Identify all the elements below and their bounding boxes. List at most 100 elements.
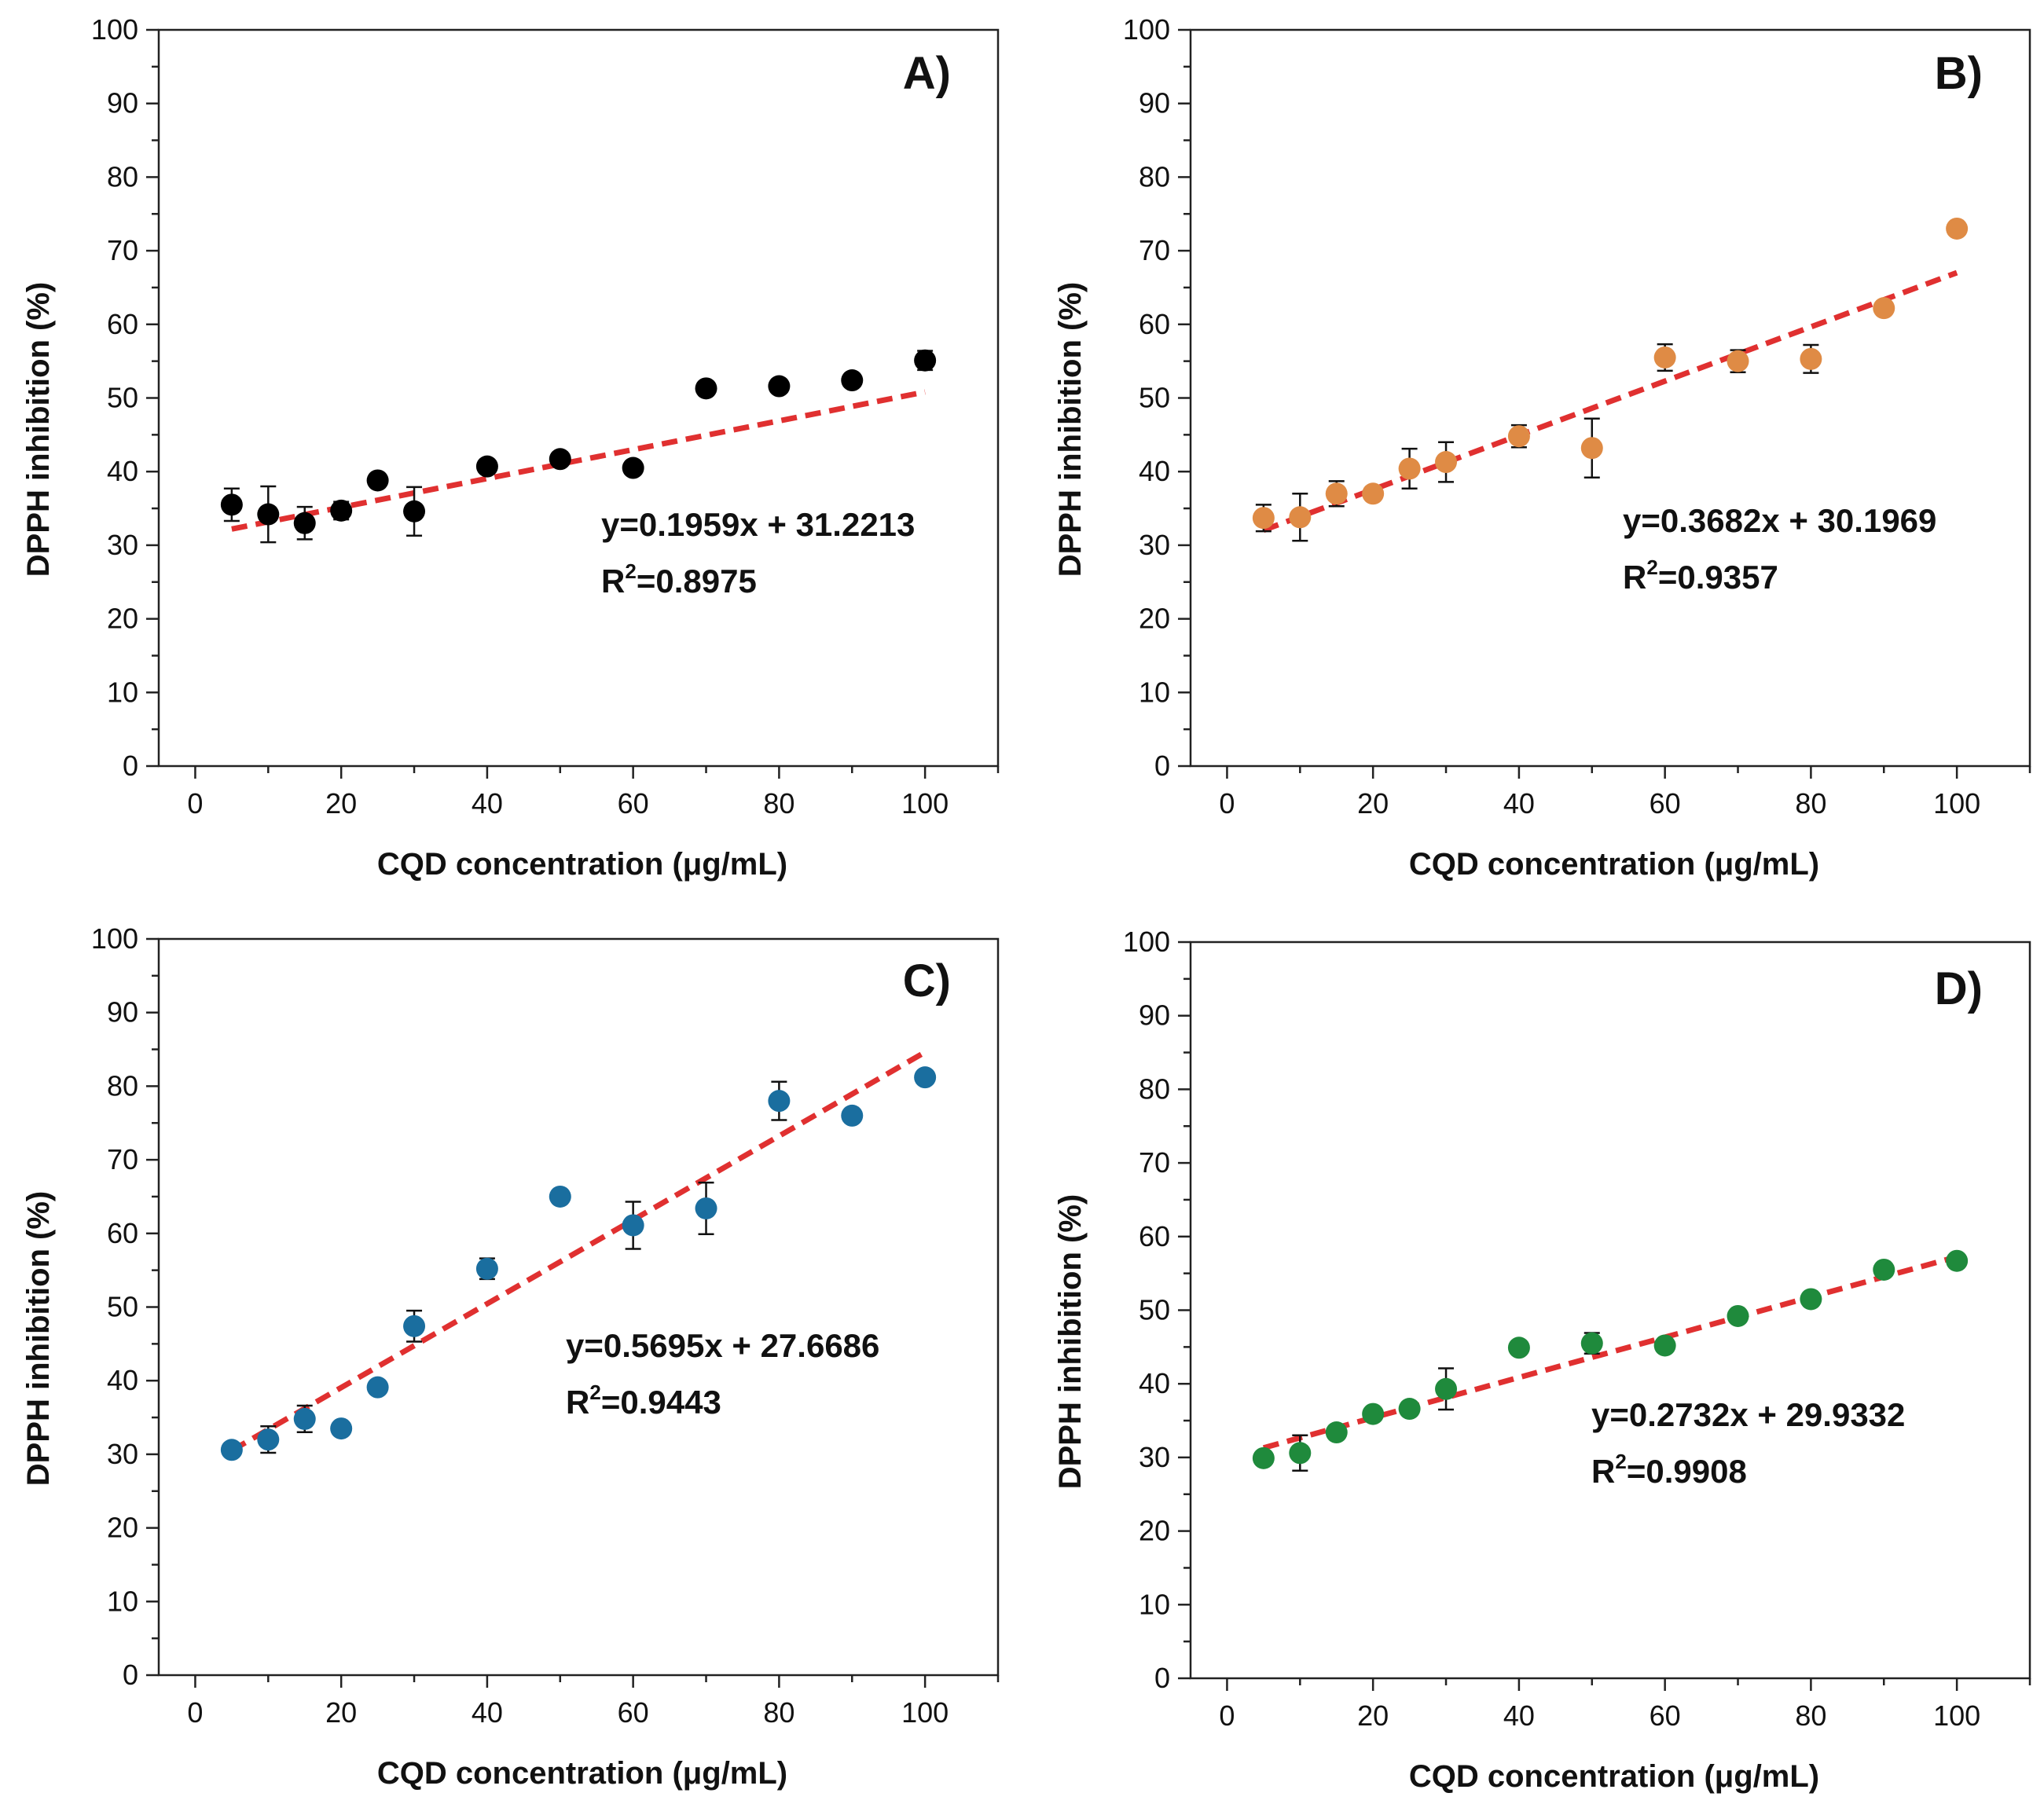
y-tick-label: 70 [1139,234,1170,266]
y-tick-label: 80 [107,160,138,192]
data-point [695,377,717,400]
x-axis-title: CQD concentration (μg/mL) [1409,1759,1819,1794]
y-tick-label: 30 [1139,529,1170,561]
x-tick-label: 20 [1357,1700,1389,1732]
x-tick-label: 40 [1503,1700,1535,1732]
panel-4: 0 10 20 30 40 50 60 70 80 90 100 0 20 40 60 80 100 CQD co… [1053,926,2031,1794]
data-point [914,349,937,372]
data-point [1507,425,1530,448]
data-point [403,1314,426,1337]
data-point [1800,1288,1822,1311]
y-tick-label: 80 [107,1069,138,1102]
fit-equation: y=0.2732x + 29.9332 [1591,1396,1905,1433]
x-tick-label: 0 [1219,787,1235,820]
y-tick-label: 100 [91,922,138,955]
y-tick-label: 0 [1154,1662,1170,1694]
data-point [293,512,316,534]
x-axis-title: CQD concentration (μg/mL) [377,1756,787,1791]
x-tick-label: 80 [763,787,794,820]
y-tick-label: 50 [107,382,138,414]
y-tick-label: 50 [1139,1294,1170,1326]
plot-frame [1189,940,2031,1680]
x-tick-label: 40 [472,1696,503,1729]
data-point [366,469,389,492]
data-point [475,455,498,478]
r-squared-value: =0.8975 [637,563,757,600]
y-tick-label: 30 [107,1438,138,1470]
x-tick-label: 100 [1933,787,1980,820]
x-tick-label: 60 [1650,787,1681,820]
data-point [366,1376,389,1399]
y-tick-label: 10 [107,676,138,708]
fit-equation: y=0.3682x + 30.1969 [1623,502,1936,539]
x-tick-label: 0 [1219,1700,1235,1732]
data-point [1653,346,1676,368]
data-point [1507,1336,1530,1359]
y-tick-label: 90 [107,87,138,119]
data-point [1398,1398,1421,1421]
data-point [695,1197,717,1219]
data-point [1946,217,1969,240]
panel-label: B) [1935,48,1983,99]
y-tick-label: 30 [107,529,138,561]
data-point [1946,1249,1969,1272]
y-tick-label: 100 [1123,13,1170,46]
x-tick-label: 0 [187,1696,203,1729]
x-axis: 0 20 40 60 80 100 [187,766,1000,820]
y-axis: 0 10 20 30 40 50 60 70 80 90 100 [91,13,159,782]
data-point [330,1417,353,1440]
x-tick-label: 80 [1795,787,1826,820]
y-tick-label: 0 [123,750,138,782]
x-tick-label: 60 [618,1696,649,1729]
y-tick-label: 80 [1139,160,1170,192]
y-tick-label: 50 [1139,382,1170,414]
data-point [220,493,243,516]
y-tick-label: 60 [1139,308,1170,340]
x-tick-label: 80 [1795,1700,1826,1732]
data-series [1252,217,1969,542]
x-tick-label: 80 [763,1696,794,1729]
data-point [1435,451,1458,474]
y-tick-label: 70 [1139,1146,1170,1179]
plot-frame [157,28,1000,768]
data-point [257,1428,280,1451]
data-point [622,1214,644,1237]
y-tick-label: 20 [1139,603,1170,635]
data-point [1800,347,1822,370]
fit-line [230,1050,927,1454]
data-point [1289,506,1312,529]
r-squared: R2=0.9908 [1591,1450,1747,1490]
y-tick-label: 10 [107,1585,138,1617]
y-tick-label: 90 [107,996,138,1028]
data-point [220,1439,243,1461]
x-axis-title: CQD concentration (μg/mL) [1409,847,1819,882]
data-point [293,1407,316,1430]
y-tick-label: 10 [1139,676,1170,708]
r-squared-symbol: R [1591,1453,1615,1490]
y-tick-label: 70 [107,1143,138,1175]
x-tick-label: 20 [1357,787,1389,820]
data-point [1580,437,1603,460]
x-tick-label: 100 [1933,1700,1980,1732]
r-squared-exponent: 2 [589,1380,600,1404]
x-tick-label: 60 [618,787,649,820]
x-axis-title: CQD concentration (μg/mL) [377,847,787,882]
y-axis-title: DPPH inhibition (%) [21,1191,56,1487]
data-point [768,1090,791,1113]
y-tick-label: 40 [1139,455,1170,487]
r-squared-symbol: R [601,563,625,600]
r-squared: R2=0.8975 [601,559,757,600]
data-point [914,1066,937,1089]
panel-1: 0 10 20 30 40 50 60 70 80 90 100 0 20 40 60 80 100 CQD co… [21,13,1000,882]
data-point [1252,1446,1275,1469]
y-tick-label: 60 [107,1217,138,1249]
panel-3: 0 10 20 30 40 50 60 70 80 90 100 0 20 40 60 80 100 CQD co… [21,922,1000,1791]
data-point [1325,1421,1348,1444]
panel-2: 0 10 20 30 40 50 60 70 80 90 100 0 20 40 60 80 100 CQD co… [1053,13,2031,882]
data-point [622,456,644,479]
y-tick-label: 90 [1139,999,1170,1032]
data-point [257,503,280,526]
fit-equation: y=0.5695x + 27.6686 [566,1327,879,1364]
x-tick-label: 60 [1650,1700,1681,1732]
data-point [549,1185,571,1208]
